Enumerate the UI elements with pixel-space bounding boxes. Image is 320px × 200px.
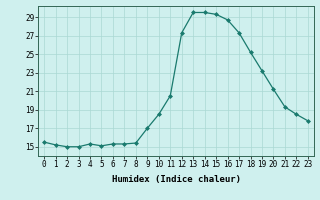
X-axis label: Humidex (Indice chaleur): Humidex (Indice chaleur) [111, 175, 241, 184]
